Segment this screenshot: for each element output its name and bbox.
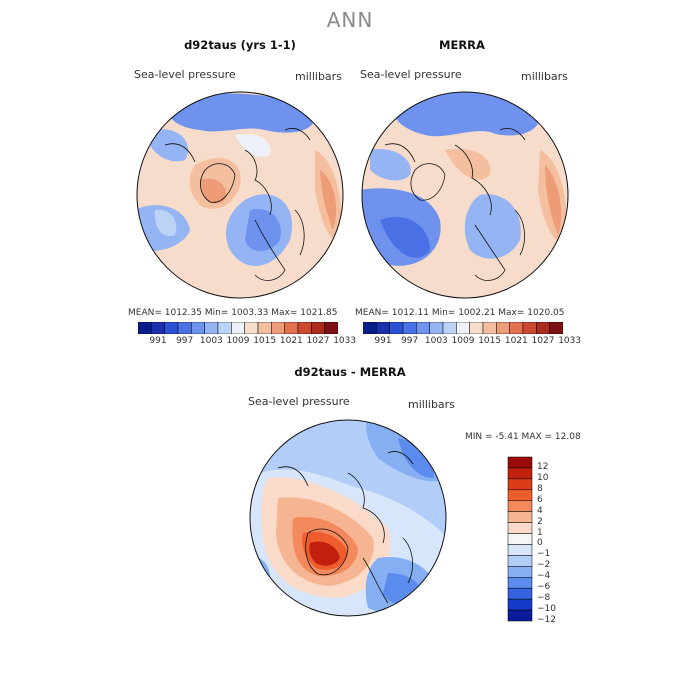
- panel-2-colorbar-tick-label: 1009: [451, 336, 475, 346]
- diff-colorbar-tick-label: 12: [537, 461, 549, 472]
- panel-1-colorbar-color-swatch: [217, 322, 232, 334]
- diff-colorbar-swatch: [507, 467, 533, 480]
- panel-1-colorbar-tick-label: 1033: [333, 336, 357, 346]
- diff-colorbar-swatch: [507, 533, 533, 545]
- diff-colorbar-tick-label: −6: [537, 582, 551, 593]
- panel-1-polar-map: [136, 91, 344, 299]
- panel-1-colorbar-tick-label: 1015: [253, 336, 277, 346]
- diff-colorbar: [507, 456, 533, 622]
- diff-panel-title: d92taus - MERRA: [294, 365, 406, 379]
- panel-2-colorbar-tick-label: 997: [401, 336, 419, 346]
- panel-2-colorbar-tick-label: 991: [374, 336, 392, 346]
- panel-1-colorbar-color-swatch: [271, 322, 285, 334]
- diff-colorbar-tick-label: 2: [537, 516, 543, 527]
- diff-panel-polar-map: [249, 419, 447, 617]
- diff-panel-stats: MIN = -5.41 MAX = 12.08: [465, 432, 581, 442]
- panel-2-colorbar-color-swatch: [496, 322, 510, 334]
- panel-2-colorbar-color-swatch: [469, 322, 484, 334]
- diff-colorbar-tick-label: 0: [537, 538, 543, 549]
- diff-colorbar-tick-label: 4: [537, 505, 543, 516]
- diff-colorbar-tick-label: −2: [537, 560, 551, 571]
- diff-colorbar-tick-label: 1: [537, 527, 543, 538]
- diff-colorbar-swatch: [507, 555, 533, 567]
- panel-1-colorbar-color-swatch: [191, 322, 205, 334]
- panel-2-units: millibars: [521, 70, 568, 83]
- panel-2-colorbar-tick-label: 1015: [478, 336, 502, 346]
- panel-1-colorbar-color-swatch: [138, 322, 152, 334]
- panel-1-colorbar-tick-label: 997: [176, 336, 194, 346]
- panel-2-colorbar: [363, 322, 563, 334]
- panel-1-colorbar-tick-label: 1009: [226, 336, 250, 346]
- diff-colorbar-swatch: [507, 489, 533, 501]
- panel-1-colorbar-color-swatch: [284, 322, 299, 334]
- panel-2-colorbar-tick-label: 1021: [504, 336, 528, 346]
- diff-colorbar-swatch: [507, 456, 533, 469]
- panel-2-variable: Sea-level pressure: [360, 68, 462, 81]
- panel-1-units: millibars: [295, 70, 342, 83]
- figure-title: ANN: [326, 8, 374, 32]
- diff-colorbar-tick-label: 6: [537, 494, 543, 505]
- panel-2-colorbar-tick-label: 1003: [424, 336, 448, 346]
- panel-1-colorbar-color-swatch: [244, 322, 259, 334]
- panel-2-colorbar-color-swatch: [456, 322, 470, 334]
- panel-1-stats: MEAN= 1012.35 Min= 1003.33 Max= 1021.85: [128, 308, 338, 318]
- panel-1-variable: Sea-level pressure: [134, 68, 236, 81]
- panel-2-title: MERRA: [439, 38, 485, 52]
- diff-colorbar-swatch: [507, 500, 533, 512]
- panel-1-colorbar-color-swatch: [297, 322, 312, 334]
- panel-2-colorbar-color-swatch: [416, 322, 430, 334]
- panel-1-colorbar-color-swatch: [151, 322, 165, 334]
- panel-2-colorbar-color-swatch: [389, 322, 404, 334]
- diff-colorbar-swatch: [507, 478, 533, 491]
- diff-colorbar-tick-label: −8: [537, 593, 551, 604]
- panel-1-colorbar-color-swatch: [204, 322, 219, 334]
- panel-2-colorbar-color-swatch: [509, 322, 524, 334]
- panel-1-colorbar-tick-label: 1003: [199, 336, 223, 346]
- panel-2-colorbar-color-swatch: [402, 322, 417, 334]
- panel-2-colorbar-color-swatch: [522, 322, 537, 334]
- panel-1-colorbar-color-swatch: [231, 322, 245, 334]
- panel-2-colorbar-color-swatch: [363, 322, 377, 334]
- panel-2-colorbar-tick-label: 1033: [558, 336, 582, 346]
- panel-2-colorbar-tick-label: 1027: [531, 336, 555, 346]
- panel-1-title: d92taus (yrs 1-1): [184, 38, 296, 52]
- diff-colorbar-swatch: [507, 522, 533, 534]
- diff-colorbar-tick-label: −12: [537, 615, 556, 625]
- panel-2-colorbar-labels: 991 997 1003 1009 1015 1021 1027 1033: [363, 336, 581, 348]
- diff-panel-units: millibars: [408, 398, 455, 411]
- panel-1-colorbar: [138, 322, 338, 334]
- diff-colorbar-tick-label: −4: [537, 571, 551, 582]
- diff-colorbar-swatch: [507, 511, 533, 523]
- diff-colorbar-tick-label: −10: [537, 604, 556, 615]
- panel-1-colorbar-color-swatch: [324, 322, 338, 334]
- diff-colorbar-tick-label: −1: [537, 549, 551, 560]
- panel-2-stats: MEAN= 1012.11 Min= 1002.21 Max= 1020.05: [355, 308, 565, 318]
- diff-colorbar-swatch: [507, 577, 533, 589]
- diff-colorbar-swatch: [507, 566, 533, 578]
- diff-colorbar-swatch: [507, 598, 533, 611]
- panel-2-colorbar-color-swatch: [482, 322, 497, 334]
- diff-panel-variable: Sea-level pressure: [248, 395, 350, 408]
- panel-2-polar-map: [361, 91, 569, 299]
- panel-2-colorbar-color-swatch: [376, 322, 390, 334]
- diff-colorbar-swatch: [507, 609, 533, 622]
- panel-1-colorbar-color-swatch: [311, 322, 325, 334]
- panel-1-colorbar-labels: 991 997 1003 1009 1015 1021 1027 1033: [138, 336, 356, 348]
- panel-2-colorbar-color-swatch: [549, 322, 563, 334]
- diff-colorbar-swatch: [507, 544, 533, 556]
- panel-1-colorbar-color-swatch: [257, 322, 272, 334]
- diff-colorbar-tick-label: 8: [537, 483, 543, 494]
- panel-1-colorbar-color-swatch: [164, 322, 179, 334]
- panel-2-colorbar-color-swatch: [442, 322, 457, 334]
- panel-1-colorbar-tick-label: 1021: [279, 336, 303, 346]
- diff-colorbar-tick-label: 10: [537, 472, 549, 483]
- panel-1-colorbar-color-swatch: [177, 322, 192, 334]
- panel-2-colorbar-color-swatch: [536, 322, 550, 334]
- diff-colorbar-swatch: [507, 587, 533, 600]
- panel-2-colorbar-color-swatch: [429, 322, 444, 334]
- diff-colorbar-labels: 12 10 8 6 4 2 1 0 −1 −2 −4 −6 −8 −10 −12: [537, 456, 577, 625]
- panel-1-colorbar-tick-label: 1027: [306, 336, 330, 346]
- panel-1-colorbar-tick-label: 991: [149, 336, 167, 346]
